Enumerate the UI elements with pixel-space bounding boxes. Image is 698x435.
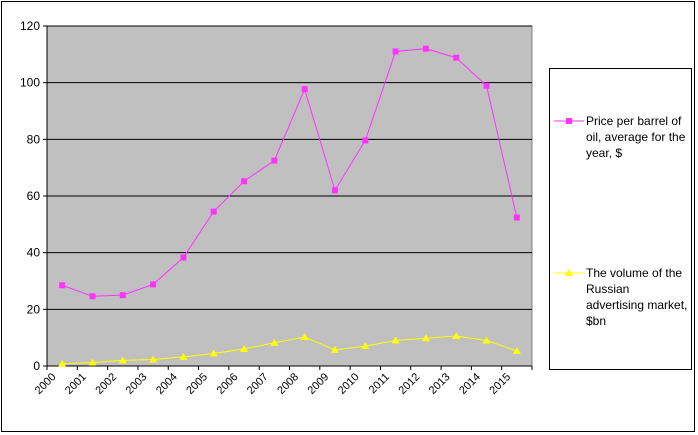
x-tick-label: 2012 bbox=[397, 371, 423, 397]
data-point-triangle bbox=[421, 334, 430, 342]
series-line-0 bbox=[61, 48, 518, 297]
data-point-triangle bbox=[149, 355, 158, 363]
data-point-square bbox=[513, 214, 520, 221]
data-point-square bbox=[271, 157, 278, 164]
legend: Price per barrel of oil, average for the… bbox=[549, 68, 692, 370]
legend-label-advertising-market: The volume of the Russian advertising ma… bbox=[586, 266, 688, 328]
x-tick-label: 2011 bbox=[367, 371, 392, 396]
x-tick-label: 2001 bbox=[63, 371, 89, 397]
data-point-square bbox=[59, 282, 66, 289]
data-point-triangle bbox=[209, 349, 218, 357]
data-point-triangle bbox=[88, 358, 97, 366]
data-point-triangle bbox=[300, 333, 309, 341]
data-point-triangle bbox=[330, 345, 339, 353]
data-point-square bbox=[119, 292, 126, 299]
data-point-triangle bbox=[391, 336, 400, 344]
data-point-triangle bbox=[118, 356, 127, 364]
x-tick-label: 2004 bbox=[154, 371, 180, 397]
data-point-square bbox=[362, 137, 369, 144]
y-tick-label: 40 bbox=[27, 246, 41, 260]
series-line-1 bbox=[62, 335, 518, 365]
x-tick-label: 2015 bbox=[487, 371, 513, 397]
data-point-triangle bbox=[512, 346, 521, 354]
x-tick-label: 2013 bbox=[427, 371, 453, 397]
x-tick-label: 2007 bbox=[245, 371, 271, 397]
legend-marker-triangle-icon bbox=[554, 269, 584, 276]
x-tick-label: 2006 bbox=[215, 371, 241, 397]
y-tick-label: 80 bbox=[27, 132, 41, 146]
y-tick-label: 0 bbox=[33, 359, 40, 373]
data-point-square bbox=[331, 187, 338, 194]
data-point-square bbox=[89, 293, 96, 300]
x-tick-label: 2003 bbox=[124, 371, 150, 397]
x-tick-label: 2005 bbox=[184, 371, 210, 397]
data-point-square bbox=[241, 178, 248, 185]
x-tick-label: 2010 bbox=[336, 371, 362, 397]
data-point-square bbox=[210, 208, 217, 215]
data-point-square bbox=[301, 86, 308, 93]
data-point-triangle bbox=[58, 359, 67, 367]
data-point-square bbox=[150, 281, 157, 288]
x-tick-label: 2009 bbox=[306, 371, 332, 397]
data-point-square bbox=[422, 45, 429, 52]
x-tick-label: 2002 bbox=[93, 371, 119, 397]
data-point-triangle bbox=[270, 338, 279, 346]
legend-label-oil-price: Price per barrel of oil, average for the… bbox=[586, 114, 686, 160]
data-point-triangle bbox=[240, 345, 249, 352]
data-point-square bbox=[392, 48, 399, 55]
y-tick-label: 60 bbox=[27, 189, 41, 203]
data-point-square bbox=[483, 82, 490, 89]
data-point-triangle bbox=[361, 342, 370, 350]
data-point-square bbox=[180, 254, 187, 261]
x-tick-label: 2014 bbox=[457, 371, 483, 397]
y-tick-label: 100 bbox=[20, 76, 40, 90]
x-tick-label: 2008 bbox=[275, 371, 301, 397]
y-tick-label: 20 bbox=[27, 302, 41, 316]
data-point-triangle bbox=[452, 331, 461, 339]
x-tick-label: 2000 bbox=[33, 371, 59, 397]
data-point-square bbox=[453, 54, 460, 61]
legend-marker-square-icon bbox=[554, 118, 584, 124]
y-tick-label: 120 bbox=[20, 19, 40, 33]
data-point-triangle bbox=[482, 336, 491, 344]
data-point-triangle bbox=[179, 352, 188, 360]
